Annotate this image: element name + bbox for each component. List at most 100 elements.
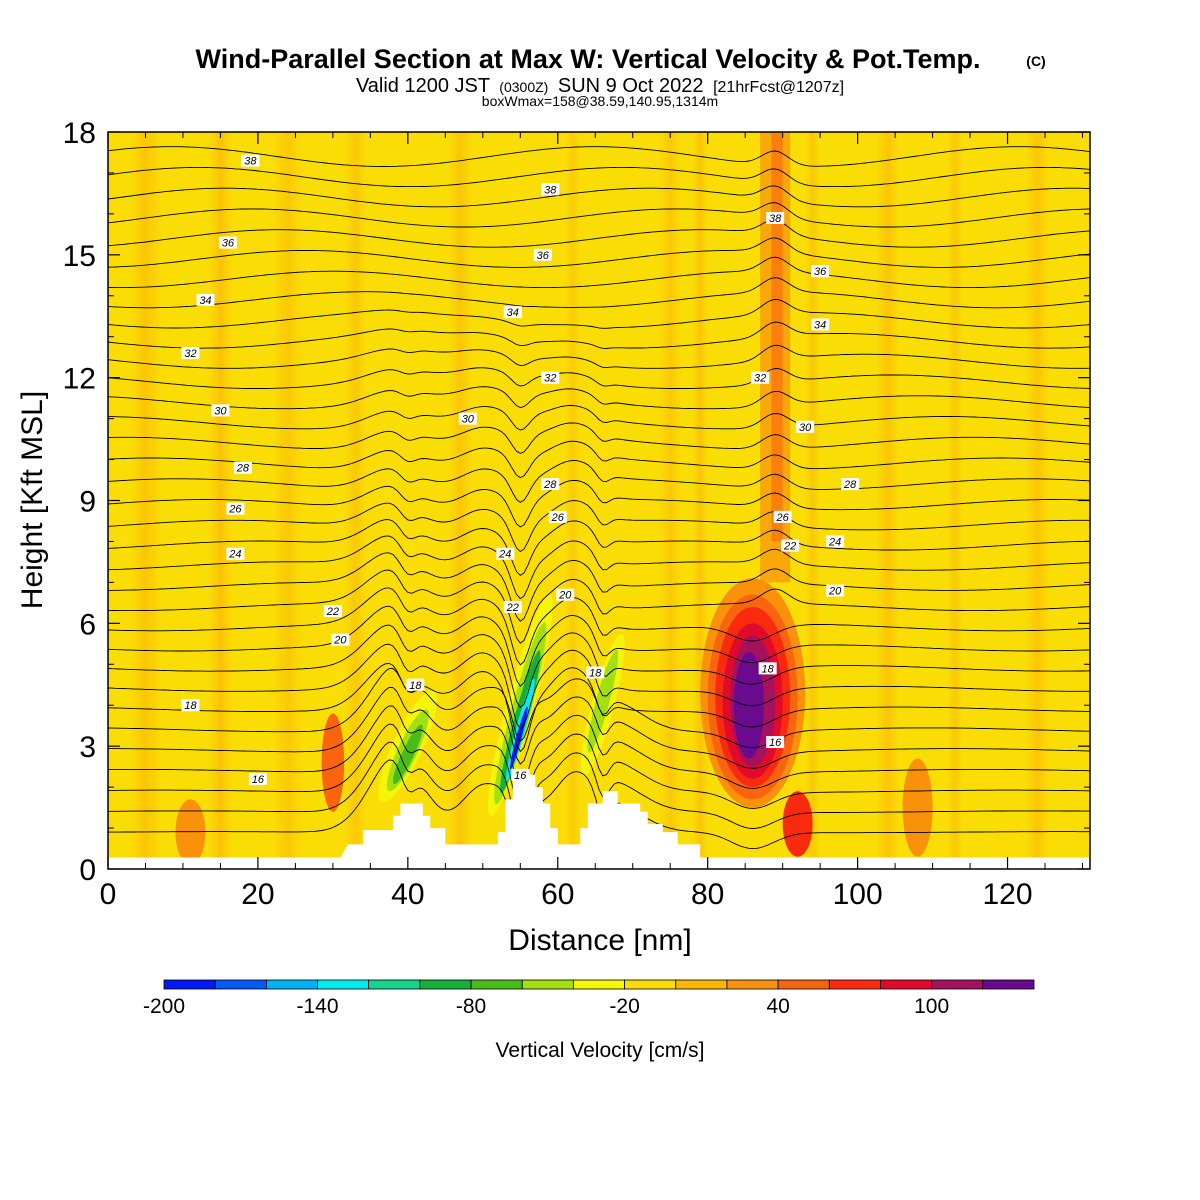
theta-label-bg (826, 584, 845, 597)
theta-label-text: 32 (754, 373, 766, 385)
theta-contour (108, 344, 1090, 369)
w-band (692, 132, 708, 869)
theta-label-text: 22 (326, 606, 339, 618)
theta-label-text: 32 (544, 373, 556, 385)
theta-contour-label: 36 (533, 248, 552, 262)
subtitle-fcst: [21hrFcst@1207z] (713, 79, 844, 96)
theta-contour-label: 28 (841, 478, 860, 491)
chart-title-mark: (C) (1026, 53, 1045, 69)
theta-contour-label: 24 (226, 547, 245, 561)
y-tick-label: 12 (63, 363, 96, 396)
colorbar-swatch (777, 979, 830, 990)
theta-contour (108, 587, 1090, 666)
x-tick-label: 120 (983, 878, 1033, 911)
w-band (344, 132, 367, 869)
theta-label-bg (548, 510, 567, 523)
theta-contour (108, 219, 1090, 248)
theta-label-text: 38 (244, 156, 257, 168)
x-axis: 0 20 40 60 80 100 120 (100, 132, 1084, 911)
theta-label-bg (541, 371, 560, 384)
w-band (947, 132, 963, 869)
theta-contour-label: 26 (226, 502, 245, 516)
plot-area: 1618202224262830323436381816222420182628… (63, 117, 1091, 911)
theta-label-text: 16 (514, 770, 527, 782)
theta-contour (108, 386, 1090, 410)
w-cell (782, 791, 813, 857)
subtitle-valid: Valid 1200 JST (356, 75, 490, 97)
theta-label-text: 30 (462, 414, 475, 426)
theta-contour-label: 34 (196, 293, 215, 307)
theta-contour-label: 34 (503, 306, 522, 319)
colorbar-swatch (726, 979, 779, 990)
theta-contour-label: 28 (233, 461, 252, 475)
theta-contour (108, 643, 1090, 731)
theta-label-bg (226, 547, 245, 560)
theta-label-text: 24 (228, 549, 241, 561)
theta-label-bg (511, 768, 530, 781)
contour-labels: 16 18 20 22 24 26 28 30 32 34 36 38 18 16 22 24 20 18 26 28… (181, 154, 860, 786)
w-band (209, 132, 232, 869)
colorbar-tick-label: -140 (297, 995, 339, 1018)
theta-contour (108, 500, 1090, 553)
theta-contour (108, 298, 1090, 329)
colorbar-swatch (470, 979, 523, 990)
theta-label-bg (773, 510, 792, 523)
theta-label-bg (211, 404, 230, 417)
theta-label-text: 36 (814, 266, 827, 278)
y-tick-label: 6 (79, 608, 96, 641)
theta-contour-label: 18 (586, 666, 605, 679)
theta-contour-label: 16 (511, 768, 530, 782)
theta-contour (108, 569, 1090, 644)
theta-contour-label: 36 (218, 236, 237, 250)
theta-contour-label: 38 (766, 211, 785, 225)
w-band (805, 132, 821, 869)
theta-label-text: 22 (506, 602, 519, 614)
theta-contour (108, 479, 1090, 528)
theta-label-text: 30 (799, 422, 812, 434)
theta-contour-label: 18 (181, 699, 200, 712)
theta-label-bg (331, 633, 350, 646)
theta-label-text: 38 (544, 184, 557, 196)
y-tick-label: 0 (79, 854, 96, 887)
theta-label-text: 36 (222, 238, 235, 250)
theta-label-bg (248, 772, 267, 785)
w-cell (392, 724, 423, 785)
colorbar-swatch (828, 979, 881, 990)
x-axis-label: Distance [nm] (508, 924, 691, 957)
theta-contour-label: 36 (811, 265, 830, 278)
w-band (771, 132, 783, 542)
theta-contours (108, 146, 1090, 858)
theta-contour-label: 22 (323, 605, 342, 618)
theta-contour (108, 185, 1090, 208)
terrain-profile (108, 774, 1090, 869)
colorbar-tick-label: 40 (766, 995, 789, 1018)
theta-label-bg (181, 699, 200, 712)
theta-contour-label: 18 (406, 678, 425, 692)
theta-contour-label: 22 (503, 600, 522, 614)
theta-contour-label: 16 (248, 772, 267, 786)
theta-label-bg (811, 318, 830, 331)
theta-contour (108, 519, 1090, 576)
theta-label-bg (233, 461, 252, 474)
theta-contour-label: 28 (541, 478, 560, 491)
w-band (876, 132, 899, 869)
vertical-velocity-field (130, 132, 1049, 869)
terrain (108, 774, 1090, 869)
theta-label-text: 28 (543, 479, 557, 491)
theta-contour (108, 277, 1090, 309)
theta-label-bg (503, 306, 522, 319)
theta-label-text: 38 (769, 213, 782, 225)
theta-label-bg (758, 662, 777, 675)
chart-box-info: boxWmax=158@38.59,140.95,1314m (482, 93, 718, 109)
y-tick-label: 18 (63, 117, 96, 150)
x-tick-label: 20 (241, 878, 274, 911)
theta-contour-label: 24 (496, 547, 515, 561)
theta-contour (108, 422, 1090, 454)
theta-contour (108, 686, 1090, 769)
theta-contour-label: 30 (458, 412, 477, 426)
theta-label-bg (533, 248, 552, 261)
theta-label-bg (196, 293, 215, 306)
theta-label-bg (796, 420, 815, 433)
theta-label-bg (811, 265, 830, 278)
theta-label-text: 20 (558, 590, 572, 602)
